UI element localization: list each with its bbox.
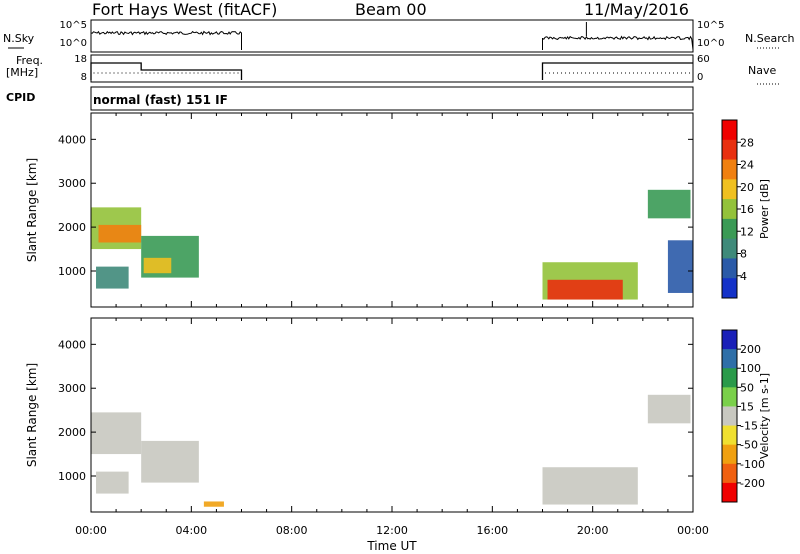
time-tick-label: 00:00 (75, 524, 107, 537)
freq-panel: 18 8 60 0 (8, 47, 779, 85)
echo-region (203, 501, 224, 507)
y-axis-label: Slant Range [km] (25, 363, 39, 467)
freq-right-tick: 60 (697, 54, 710, 65)
colorbar-label: Velocity [m s-1] (758, 373, 771, 459)
time-tick-label: 00:00 (677, 524, 709, 537)
noise-left-tick: 10^5 (60, 20, 87, 31)
time-tick-label: 16:00 (476, 524, 508, 537)
colorbar-swatch (722, 278, 737, 299)
echo-region (667, 240, 693, 293)
cpid-value: normal (fast) 151 IF (93, 93, 228, 107)
cpid-frame (90, 86, 694, 111)
noise-trace-late (542, 35, 694, 51)
colorbar-label: Power [dB] (758, 179, 771, 239)
station-title: Fort Hays West (fitACF) (92, 0, 278, 19)
noise-trace-early (90, 30, 242, 50)
colorbar-swatch (722, 368, 737, 388)
colorbar-tick-label: 50 (740, 381, 754, 394)
y-tick-label: 4000 (58, 338, 86, 351)
y-tick-label: 4000 (58, 133, 86, 146)
power-panel: 1000 2000 3000 4000 Slant Range [km] (25, 112, 694, 308)
noise-right-tick: 10^0 (697, 38, 724, 49)
time-axis: 00:00 04:00 08:00 12:00 16:00 20:00 00:00 Time … (75, 524, 709, 553)
nsky-label: N.Sky (3, 32, 35, 45)
freq-label: Freq. (16, 54, 44, 67)
echo-region (98, 224, 142, 243)
colorbar-tick-label: -15 (740, 420, 758, 433)
colorbar-tick-label: 200 (740, 343, 761, 356)
colorbar-swatch (722, 199, 737, 220)
colorbar-tick-label: 4 (740, 270, 747, 283)
colorbar-swatch (722, 159, 737, 180)
cpid-panel (90, 86, 694, 111)
colorbar-swatch (722, 218, 737, 240)
colorbar-frame (721, 329, 738, 503)
colorbar-swatch (722, 444, 737, 465)
nsearch-label: N.Search (745, 32, 795, 45)
colorbar-swatch (722, 179, 737, 200)
echo-region (141, 440, 199, 483)
colorbar-tick-label: 28 (740, 136, 754, 149)
freq-left-tick: 8 (81, 72, 87, 83)
colorbar-tick-label: 20 (740, 181, 754, 194)
nave-label: Nave (748, 64, 777, 77)
colorbar-tick-label: 8 (740, 248, 747, 261)
y-tick-label: 1000 (58, 265, 86, 278)
colorbar-tick-label: 15 (740, 400, 754, 413)
time-tick-label: 20:00 (577, 524, 609, 537)
colorbar-tick-label: 24 (740, 159, 754, 172)
echo-region (647, 394, 691, 424)
freq-unit-label: [MHz] (6, 66, 39, 79)
y-tick-label: 2000 (58, 221, 86, 234)
colorbar-swatch (722, 258, 737, 279)
cpid-label: CPID (6, 91, 36, 104)
velocity-panel: 1000 2000 3000 4000 Slant Range [km] (25, 317, 694, 513)
echo-region (542, 467, 638, 505)
time-tick-label: 04:00 (175, 524, 207, 537)
freq-right-tick: 0 (697, 72, 703, 83)
freq-trace-late (541, 62, 693, 80)
y-tick-label: 2000 (58, 426, 86, 439)
y-tick-label: 1000 (58, 470, 86, 483)
echo-region (91, 412, 142, 455)
colorbar-tick-label: -100 (740, 458, 765, 471)
colorbar-swatch (722, 387, 737, 407)
noise-frame (90, 19, 694, 53)
x-axis-label: Time UT (366, 539, 417, 553)
time-tick-label: 08:00 (276, 524, 308, 537)
y-tick-label: 3000 (58, 382, 86, 395)
echo-region (547, 279, 623, 300)
colorbar-tick-label: -200 (740, 477, 765, 490)
colorbars: 4 8 12 16 20 24 28 Power [dB] 200 100 50 15 -15 -50 -1… (721, 119, 771, 503)
colorbar-swatch (722, 330, 737, 350)
echo-region (143, 257, 172, 274)
date-label: 11/May/2016 (584, 0, 689, 19)
time-tick-label: 12:00 (376, 524, 408, 537)
noise-panel: 10^5 10^0 10^5 10^0 (60, 19, 724, 53)
colorbar-swatch (722, 463, 737, 484)
colorbar-swatch (722, 120, 737, 141)
colorbar-swatch (722, 349, 737, 369)
colorbar-swatch (722, 238, 737, 259)
freq-trace-early (90, 62, 243, 80)
echo-region (96, 471, 129, 494)
y-axis-label: Slant Range [km] (25, 158, 39, 262)
colorbar-swatch (722, 406, 737, 427)
freq-frame (90, 54, 694, 83)
colorbar-swatch (722, 425, 737, 446)
colorbar-tick-label: 100 (740, 362, 761, 375)
beam-label: Beam 00 (355, 0, 427, 19)
colorbar-swatch (722, 139, 737, 161)
colorbar-swatch (722, 482, 737, 503)
colorbar-tick-label: 12 (740, 225, 754, 238)
colorbar-tick-label: -50 (740, 439, 758, 452)
echo-region (96, 266, 129, 289)
colorbar-tick-label: 16 (740, 203, 754, 216)
freq-left-tick: 18 (74, 54, 87, 65)
noise-left-tick: 10^0 (60, 38, 87, 49)
echo-region (647, 189, 691, 219)
noise-right-tick: 10^5 (697, 20, 724, 31)
y-tick-label: 3000 (58, 177, 86, 190)
